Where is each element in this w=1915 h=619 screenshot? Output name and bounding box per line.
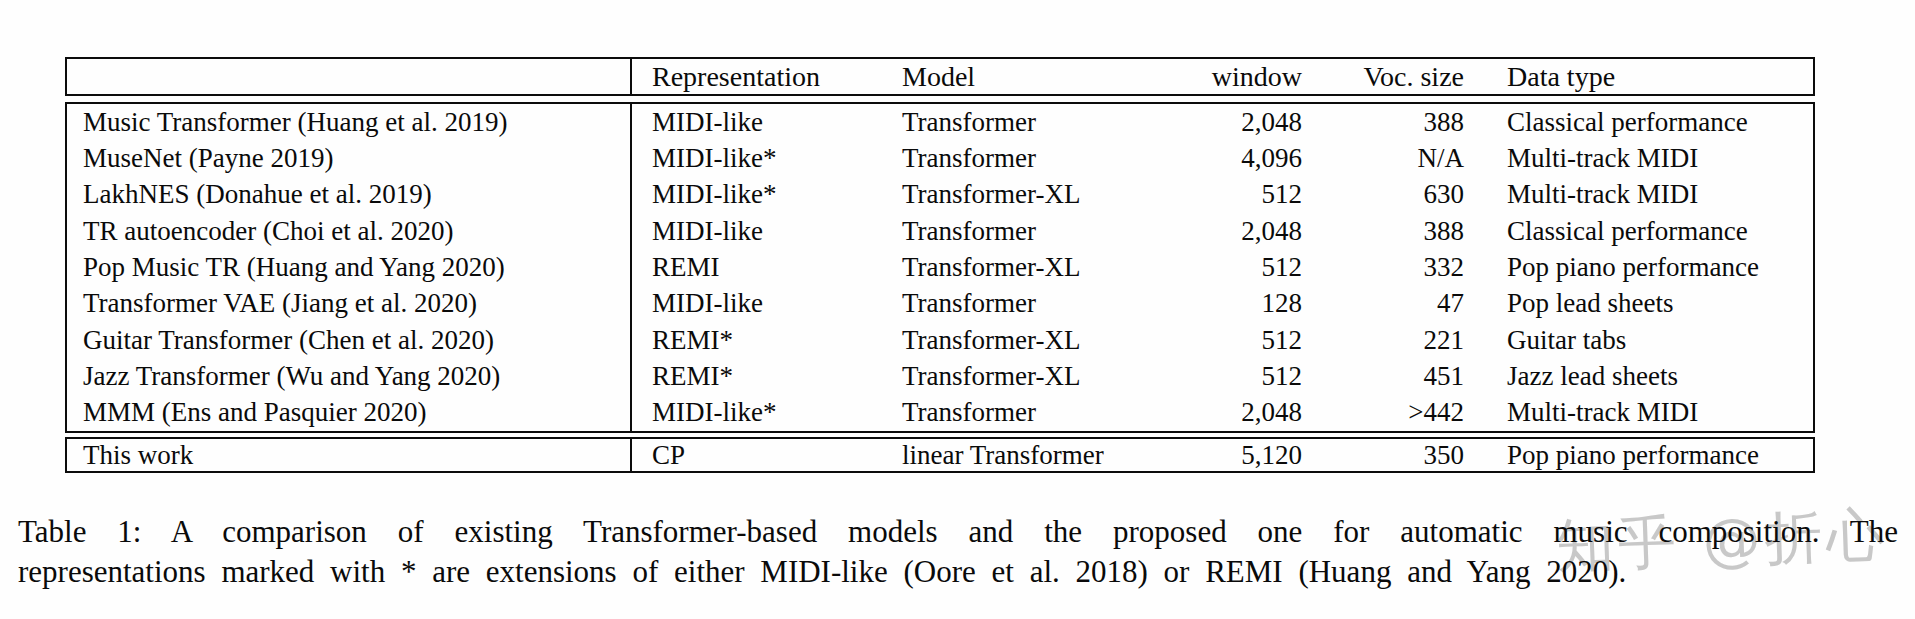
- cell-voc-size: 221: [1302, 322, 1464, 358]
- cell-data-type: Classical performance: [1464, 213, 1813, 249]
- cell-window: 512: [1152, 177, 1302, 213]
- cell-window: 512: [1152, 322, 1302, 358]
- table-row: MMM (Ens and Pasquier 2020)MIDI-like*Tra…: [67, 395, 1813, 431]
- cell-voc-size: 388: [1302, 213, 1464, 249]
- cell-data-type: Pop piano performance: [1464, 439, 1813, 471]
- cell-model-name: MuseNet (Payne 2019): [67, 140, 632, 176]
- table-row: Transformer VAE (Jiang et al. 2020)MIDI-…: [67, 286, 1813, 322]
- cell-window: 2,048: [1152, 395, 1302, 431]
- cell-window: 512: [1152, 249, 1302, 285]
- cell-model: Transformer: [902, 213, 1152, 249]
- cell-voc-size: 388: [1302, 104, 1464, 140]
- table-header-row: Representation Model window Voc. size Da…: [67, 59, 1813, 94]
- cell-model: Transformer: [902, 104, 1152, 140]
- table-row: Guitar Transformer (Chen et al. 2020)REM…: [67, 322, 1813, 358]
- cell-model: Transformer: [902, 286, 1152, 322]
- table-row: MuseNet (Payne 2019)MIDI-like*Transforme…: [67, 140, 1813, 176]
- cell-representation: REMI*: [632, 322, 902, 358]
- cell-model-name: This work: [67, 439, 632, 471]
- cell-window: 2,048: [1152, 213, 1302, 249]
- cell-data-type: Multi-track MIDI: [1464, 140, 1813, 176]
- caption-line-1: Table 1: A comparison of existing Transf…: [18, 512, 1898, 552]
- cell-model-name: LakhNES (Donahue et al. 2019): [67, 177, 632, 213]
- table-final-row-box: This work CP linear Transformer 5,120 35…: [65, 437, 1815, 473]
- cell-representation: MIDI-like*: [632, 177, 902, 213]
- cell-model: Transformer: [902, 140, 1152, 176]
- cell-data-type: Multi-track MIDI: [1464, 177, 1813, 213]
- cell-data-type: Multi-track MIDI: [1464, 395, 1813, 431]
- header-cell-data-type: Data type: [1464, 59, 1813, 94]
- cell-representation: REMI*: [632, 358, 902, 394]
- paper-page: Representation Model window Voc. size Da…: [0, 0, 1915, 619]
- header-cell-voc-size: Voc. size: [1302, 59, 1464, 94]
- cell-voc-size: 350: [1302, 439, 1464, 471]
- cell-model-name: Pop Music TR (Huang and Yang 2020): [67, 249, 632, 285]
- cell-model: Transformer: [902, 395, 1152, 431]
- cell-model-name: Music Transformer (Huang et al. 2019): [67, 104, 632, 140]
- table-row: Pop Music TR (Huang and Yang 2020)REMITr…: [67, 249, 1813, 285]
- table-row: LakhNES (Donahue et al. 2019)MIDI-like*T…: [67, 177, 1813, 213]
- table-header-box: Representation Model window Voc. size Da…: [65, 57, 1815, 96]
- cell-representation: CP: [632, 439, 902, 471]
- cell-voc-size: 332: [1302, 249, 1464, 285]
- cell-model-name: Transformer VAE (Jiang et al. 2020): [67, 286, 632, 322]
- cell-model: Transformer-XL: [902, 249, 1152, 285]
- cell-voc-size: N/A: [1302, 140, 1464, 176]
- cell-window: 5,120: [1152, 439, 1302, 471]
- cell-voc-size: 451: [1302, 358, 1464, 394]
- header-cell-blank: [67, 59, 632, 94]
- header-cell-window: window: [1152, 59, 1302, 94]
- table-caption: Table 1: A comparison of existing Transf…: [18, 512, 1898, 592]
- cell-model: linear Transformer: [902, 439, 1152, 471]
- cell-voc-size: 47: [1302, 286, 1464, 322]
- cell-representation: REMI: [632, 249, 902, 285]
- cell-model: Transformer-XL: [902, 177, 1152, 213]
- cell-model: Transformer-XL: [902, 358, 1152, 394]
- header-cell-representation: Representation: [632, 59, 902, 94]
- cell-representation: MIDI-like*: [632, 140, 902, 176]
- cell-voc-size: >442: [1302, 395, 1464, 431]
- header-cell-model: Model: [902, 59, 1152, 94]
- cell-model-name: TR autoencoder (Choi et al. 2020): [67, 213, 632, 249]
- cell-window: 512: [1152, 358, 1302, 394]
- cell-window: 128: [1152, 286, 1302, 322]
- table-row: This work CP linear Transformer 5,120 35…: [67, 439, 1813, 471]
- cell-representation: MIDI-like: [632, 286, 902, 322]
- cell-model-name: Guitar Transformer (Chen et al. 2020): [67, 322, 632, 358]
- cell-representation: MIDI-like: [632, 213, 902, 249]
- cell-data-type: Pop piano performance: [1464, 249, 1813, 285]
- cell-window: 4,096: [1152, 140, 1302, 176]
- table-row: TR autoencoder (Choi et al. 2020)MIDI-li…: [67, 213, 1813, 249]
- cell-model: Transformer-XL: [902, 322, 1152, 358]
- table-row: Jazz Transformer (Wu and Yang 2020)REMI*…: [67, 358, 1813, 394]
- cell-representation: MIDI-like: [632, 104, 902, 140]
- cell-model-name: Jazz Transformer (Wu and Yang 2020): [67, 358, 632, 394]
- caption-line-2: representations marked with * are extens…: [18, 552, 1898, 592]
- cell-data-type: Jazz lead sheets: [1464, 358, 1813, 394]
- cell-window: 2,048: [1152, 104, 1302, 140]
- table-row: Music Transformer (Huang et al. 2019)MID…: [67, 104, 1813, 140]
- table-body-box: Music Transformer (Huang et al. 2019)MID…: [65, 102, 1815, 433]
- cell-voc-size: 630: [1302, 177, 1464, 213]
- cell-data-type: Classical performance: [1464, 104, 1813, 140]
- cell-data-type: Guitar tabs: [1464, 322, 1813, 358]
- cell-model-name: MMM (Ens and Pasquier 2020): [67, 395, 632, 431]
- cell-representation: MIDI-like*: [632, 395, 902, 431]
- cell-data-type: Pop lead sheets: [1464, 286, 1813, 322]
